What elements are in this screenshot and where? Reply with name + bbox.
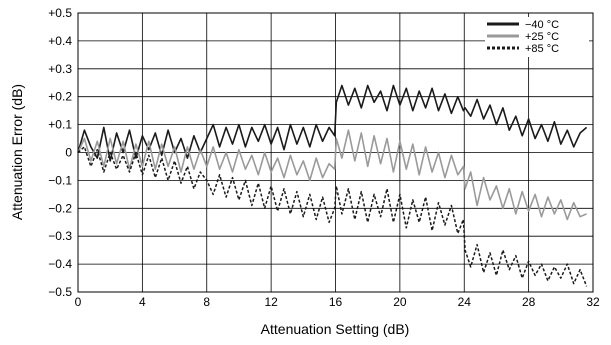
y-tick-label: −0.3 — [48, 229, 72, 243]
tick-labels: 0 4 8 12 16 20 24 28 32 +0.5 +0.4 +0.3 +0.2 +0.1 0 −0.1… — [48, 6, 600, 309]
x-tick-label: 32 — [586, 295, 600, 309]
x-tick-label: 16 — [329, 295, 343, 309]
y-tick-label: +0.5 — [48, 6, 72, 20]
y-tick-label: +0.2 — [48, 90, 72, 104]
y-tick-label: +0.4 — [48, 34, 72, 48]
series-line-0 — [77, 84, 588, 162]
x-axis-title: Attenuation Setting (dB) — [261, 321, 410, 337]
y-tick-label: +0.3 — [48, 62, 72, 76]
plot-frame — [77, 12, 594, 293]
y-tick-label: −0.5 — [48, 285, 72, 299]
x-tick-label: 4 — [139, 295, 146, 309]
legend-label: +25 °C — [525, 31, 559, 43]
series-line-2 — [77, 146, 588, 287]
y-axis-title: Attenuation Error (dB) — [9, 84, 25, 220]
legend-label: +85 °C — [525, 43, 559, 55]
y-tick-label: +0.1 — [48, 118, 72, 132]
x-tick-label: 0 — [75, 295, 82, 309]
series-line-1 — [77, 129, 587, 221]
y-tick-label: −0.4 — [48, 257, 72, 271]
x-tick-label: 28 — [522, 295, 536, 309]
x-tick-label: 24 — [458, 295, 472, 309]
x-tick-label: 8 — [203, 295, 210, 309]
y-tick-label: −0.2 — [48, 201, 72, 215]
y-tick-label: 0 — [65, 146, 72, 160]
x-tick-label: 20 — [393, 295, 407, 309]
legend: −40 °C+25 °C+85 °C — [485, 17, 589, 57]
series-lines — [77, 84, 588, 287]
x-tick-label: 12 — [264, 295, 278, 309]
y-tick-label: −0.1 — [48, 173, 72, 187]
legend-label: −40 °C — [525, 19, 559, 31]
